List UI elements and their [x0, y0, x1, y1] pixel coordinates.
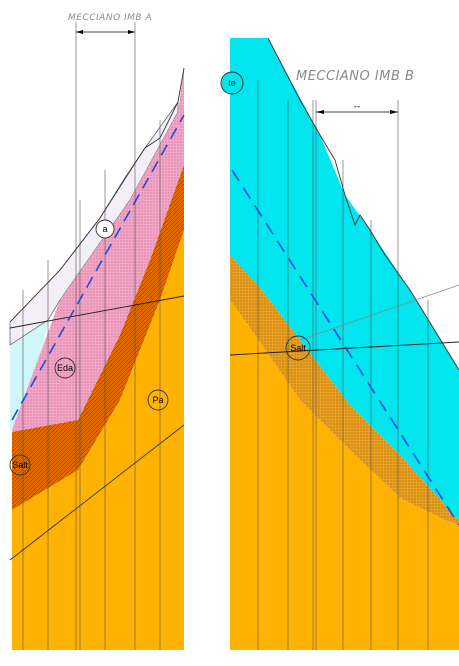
- section-b-grid: [257, 80, 429, 650]
- section-a-label-a: a: [95, 219, 115, 239]
- section-a-line-2: [9, 424, 185, 561]
- section-a-line-1: [9, 295, 185, 329]
- section-b-line-2: [299, 284, 459, 341]
- svg-text:Salt: Salt: [290, 343, 306, 353]
- section-a-grid: [22, 22, 161, 650]
- section-b-dashed-line: [231, 169, 459, 526]
- section-a-dark-orange-layer: [12, 165, 184, 510]
- section-a-dashed-line: [11, 114, 185, 421]
- section-a-label-salt: Salt: [9, 454, 31, 476]
- section-a-terrain: [9, 67, 185, 323]
- section-a: MECCIANO IMB A a Eda Pa Salt: [9, 13, 185, 650]
- svg-text:Eda: Eda: [57, 363, 73, 373]
- svg-text:Pa: Pa: [152, 395, 163, 405]
- section-b-dimension-label: --: [354, 102, 361, 112]
- section-b: MECCIANO IMB B -- te Salt: [220, 37, 459, 650]
- section-a-dimension: [76, 30, 135, 34]
- svg-text:a: a: [102, 224, 107, 234]
- section-b-label-te: te: [220, 71, 244, 95]
- section-a-light-cyan-layer: [10, 320, 48, 430]
- section-a-pink-layer: [12, 68, 184, 432]
- section-b-orange-layer: [230, 300, 459, 650]
- svg-text:Salt: Salt: [12, 460, 28, 470]
- section-b-dotted-layer: [230, 255, 459, 525]
- section-b-line-1: [229, 341, 459, 356]
- section-b-dimension: [316, 110, 398, 114]
- section-a-label-pa: Pa: [147, 389, 169, 411]
- svg-text:te: te: [228, 78, 236, 88]
- section-a-orange-layer: [12, 230, 184, 650]
- section-a-label-eda: Eda: [54, 357, 76, 379]
- section-a-title: MECCIANO IMB A: [68, 13, 152, 23]
- section-b-terrain: [267, 37, 459, 371]
- section-b-title: MECCIANO IMB B: [296, 69, 414, 84]
- section-b-cyan-layer: [230, 38, 459, 520]
- section-b-label-salt: Salt: [285, 335, 311, 361]
